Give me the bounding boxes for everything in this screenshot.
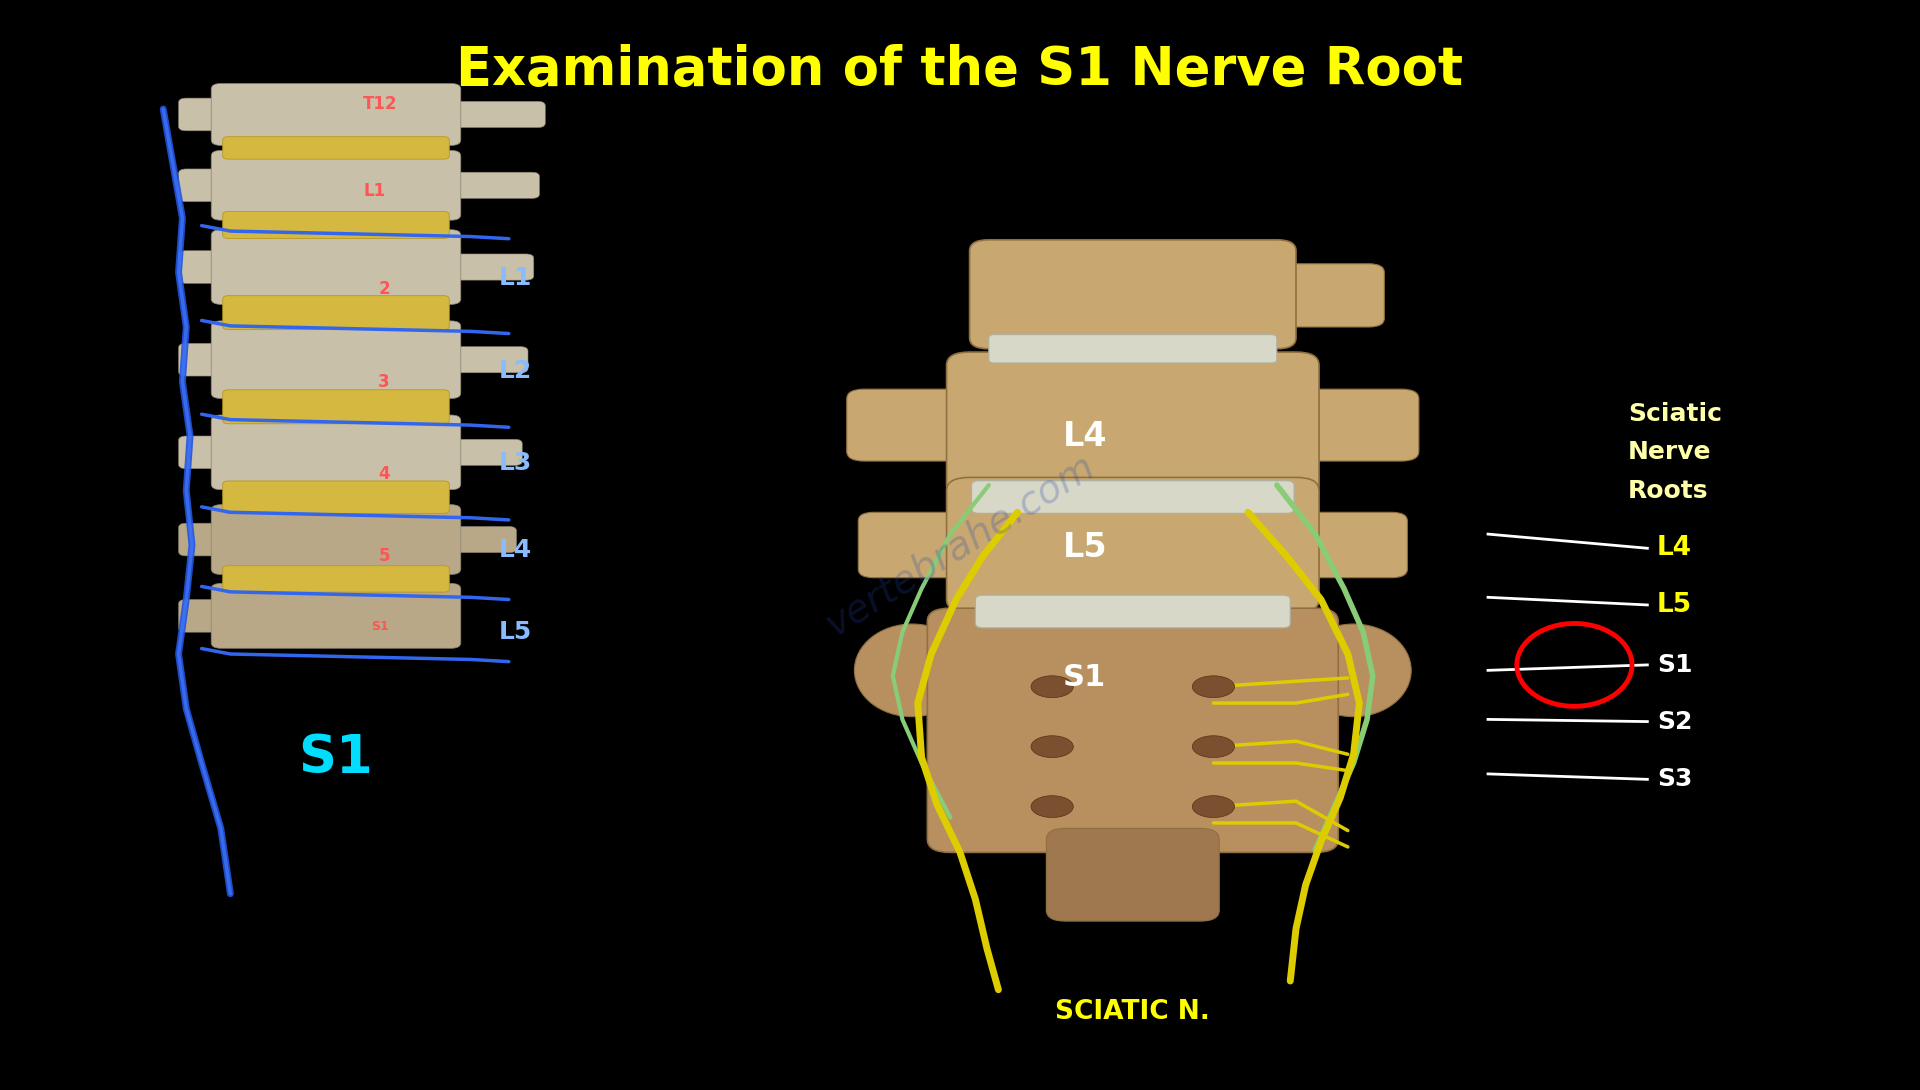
FancyBboxPatch shape (179, 343, 228, 376)
Text: L1: L1 (363, 182, 386, 199)
FancyBboxPatch shape (211, 320, 461, 399)
FancyBboxPatch shape (223, 136, 449, 159)
Text: L4: L4 (1657, 535, 1692, 561)
FancyBboxPatch shape (975, 595, 1290, 628)
FancyBboxPatch shape (444, 254, 534, 280)
FancyBboxPatch shape (1261, 264, 1384, 327)
FancyBboxPatch shape (972, 481, 1294, 513)
Text: L2: L2 (499, 359, 532, 383)
FancyBboxPatch shape (179, 169, 228, 202)
Text: L5: L5 (1062, 531, 1108, 564)
Text: S1: S1 (300, 731, 372, 784)
FancyBboxPatch shape (1281, 512, 1407, 578)
FancyBboxPatch shape (211, 230, 461, 304)
Ellipse shape (1296, 623, 1411, 717)
Text: S2: S2 (1657, 710, 1692, 734)
Text: SCIATIC N.: SCIATIC N. (1056, 998, 1210, 1025)
Text: 4: 4 (378, 465, 390, 483)
Text: 5: 5 (378, 547, 390, 565)
Ellipse shape (1031, 736, 1073, 758)
Text: L5: L5 (499, 620, 532, 644)
Text: S1: S1 (371, 620, 390, 633)
FancyBboxPatch shape (1279, 389, 1419, 461)
FancyBboxPatch shape (947, 477, 1319, 613)
FancyBboxPatch shape (927, 608, 1338, 852)
Text: Roots: Roots (1628, 479, 1709, 502)
Ellipse shape (1192, 796, 1235, 818)
FancyBboxPatch shape (179, 436, 228, 469)
Text: 2: 2 (378, 280, 390, 298)
FancyBboxPatch shape (989, 335, 1277, 363)
Ellipse shape (854, 623, 970, 717)
FancyBboxPatch shape (223, 390, 449, 424)
Ellipse shape (1192, 676, 1235, 698)
Text: S1: S1 (1064, 664, 1106, 692)
Text: T12: T12 (363, 95, 397, 112)
Text: L3: L3 (499, 451, 532, 475)
FancyBboxPatch shape (179, 251, 228, 283)
FancyBboxPatch shape (223, 566, 449, 592)
FancyBboxPatch shape (970, 240, 1296, 349)
Text: L1: L1 (499, 266, 532, 290)
FancyBboxPatch shape (179, 600, 228, 632)
FancyBboxPatch shape (223, 481, 449, 513)
Ellipse shape (1192, 736, 1235, 758)
FancyBboxPatch shape (223, 295, 449, 329)
Ellipse shape (1031, 796, 1073, 818)
FancyBboxPatch shape (444, 172, 540, 198)
FancyBboxPatch shape (973, 264, 1096, 327)
FancyBboxPatch shape (444, 526, 516, 553)
Ellipse shape (1031, 676, 1073, 698)
FancyBboxPatch shape (223, 211, 449, 239)
Text: Examination of the S1 Nerve Root: Examination of the S1 Nerve Root (457, 44, 1463, 96)
Text: L4: L4 (1062, 420, 1108, 452)
FancyBboxPatch shape (211, 505, 461, 574)
Text: 3: 3 (378, 373, 390, 390)
Text: L4: L4 (499, 538, 532, 562)
FancyBboxPatch shape (847, 389, 987, 461)
FancyBboxPatch shape (211, 150, 461, 220)
FancyBboxPatch shape (858, 512, 985, 578)
FancyBboxPatch shape (179, 98, 228, 131)
Text: S1: S1 (1657, 653, 1692, 677)
FancyBboxPatch shape (1046, 828, 1219, 921)
Text: Nerve: Nerve (1628, 440, 1711, 464)
FancyBboxPatch shape (444, 101, 545, 128)
Text: S3: S3 (1657, 767, 1692, 791)
FancyBboxPatch shape (947, 352, 1319, 498)
Text: vertebrahe.com: vertebrahe.com (818, 447, 1102, 643)
FancyBboxPatch shape (179, 523, 228, 556)
Text: Sciatic: Sciatic (1628, 402, 1722, 426)
FancyBboxPatch shape (444, 347, 528, 373)
FancyBboxPatch shape (211, 583, 461, 649)
Text: L5: L5 (1657, 592, 1692, 618)
FancyBboxPatch shape (444, 439, 522, 465)
FancyBboxPatch shape (211, 84, 461, 145)
FancyBboxPatch shape (211, 415, 461, 489)
